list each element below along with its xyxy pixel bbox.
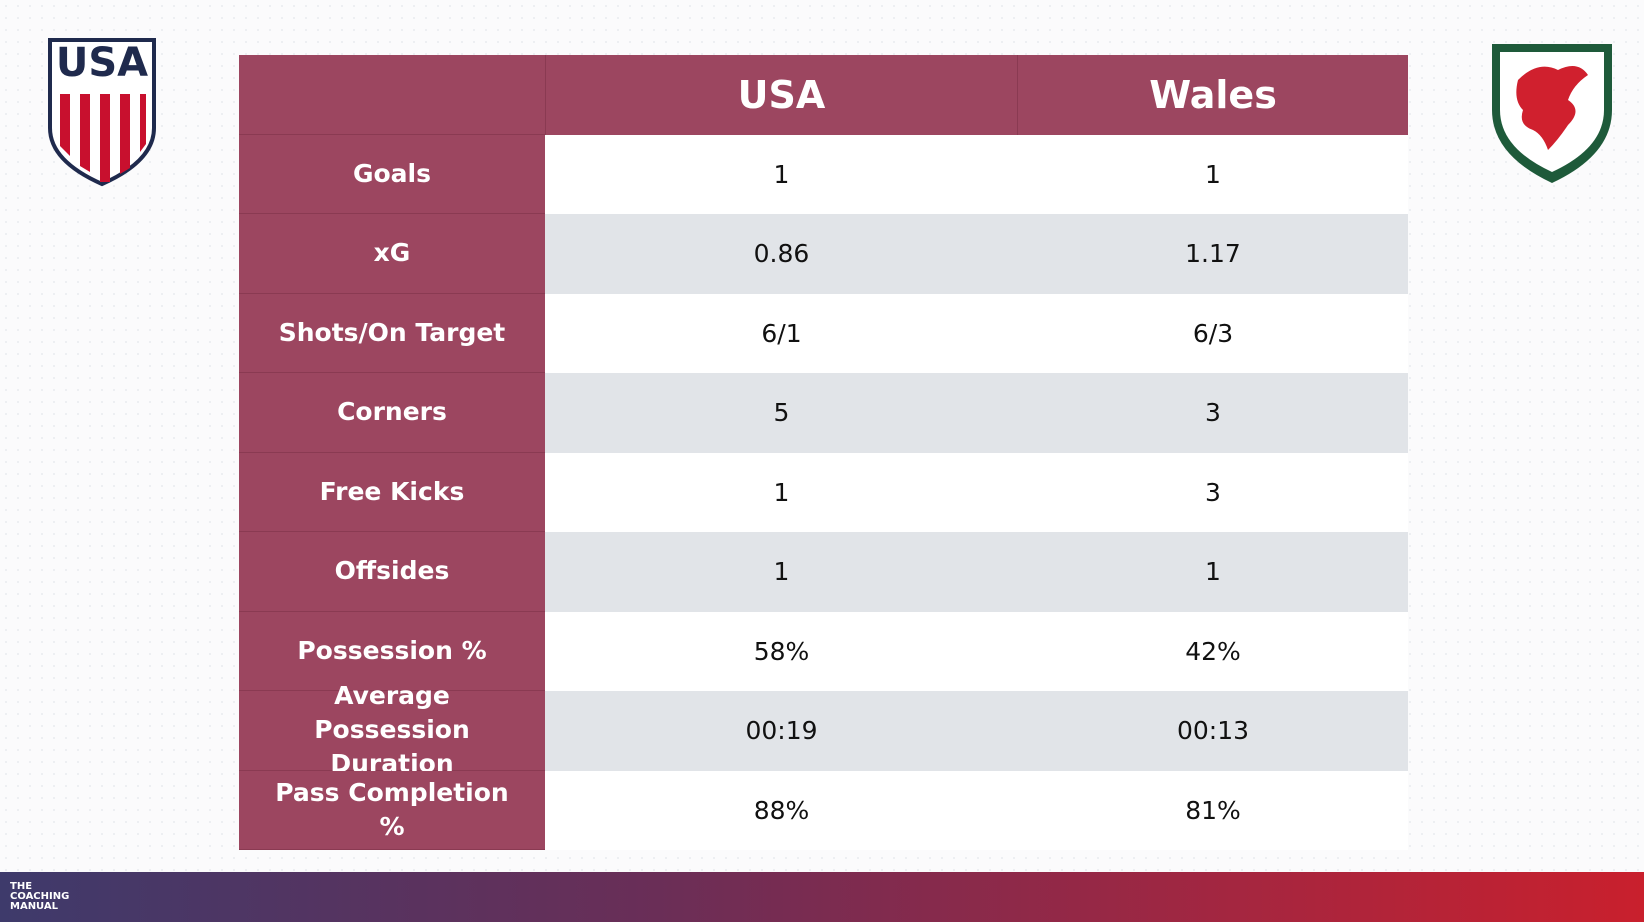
brand: THE COACHING MANUAL — [10, 882, 69, 912]
brand-line: COACHING — [10, 891, 70, 902]
table-row: Offsides 1 1 — [239, 532, 1408, 612]
stat-label: Free Kicks — [239, 452, 545, 532]
stat-label: Pass Completion % — [239, 770, 545, 850]
stat-label: xG — [239, 214, 545, 294]
stat-value: 1 — [545, 134, 1018, 214]
footer-bar: THE COACHING MANUAL — [0, 872, 1644, 922]
stats-table: USA Wales Goals 1 1 xG 0.86 1.17 Shots/On Target… — [239, 55, 1408, 850]
stat-value: 6/3 — [1018, 293, 1408, 373]
stat-value: 42% — [1018, 611, 1408, 691]
stat-value: 1 — [1018, 134, 1408, 214]
stat-label: Possession % — [239, 611, 545, 691]
brand-line: MANUAL — [10, 901, 58, 912]
table-row: Shots/On Target 6/1 6/3 — [239, 293, 1408, 373]
stat-value: 1 — [545, 452, 1018, 532]
team-header: USA — [545, 55, 1018, 135]
stat-label: Average Possession Duration — [239, 681, 545, 778]
table-row: Goals 1 1 — [239, 134, 1408, 214]
stat-value: 88% — [545, 770, 1018, 850]
table-row: Possession % 58% 42% — [239, 611, 1408, 691]
table-row: Free Kicks 1 3 — [239, 452, 1408, 532]
stat-value: 1 — [545, 532, 1018, 612]
stat-value: 3 — [1018, 452, 1408, 532]
team-header: Wales — [1018, 55, 1408, 135]
logo-text: USA — [56, 40, 148, 86]
table-row: Corners 5 3 — [239, 373, 1408, 453]
stat-label: Goals — [239, 134, 545, 214]
stat-label: Corners — [239, 373, 545, 453]
table-row: xG 0.86 1.17 — [239, 214, 1408, 294]
stat-value: 6/1 — [545, 293, 1018, 373]
stat-value: 1.17 — [1018, 214, 1408, 294]
stat-label: Offsides — [239, 532, 545, 612]
stat-value: 58% — [545, 611, 1018, 691]
wales-logo — [1492, 44, 1612, 183]
stat-value: 00:13 — [1018, 691, 1408, 771]
stat-value: 1 — [1018, 532, 1408, 612]
stat-value: 81% — [1018, 770, 1408, 850]
brand-line: THE — [10, 881, 33, 892]
stat-value: 5 — [545, 373, 1018, 453]
header-row: USA Wales — [239, 55, 1408, 135]
header-cell — [239, 55, 545, 135]
table-row: Average Possession Duration 00:19 00:13 — [239, 681, 1408, 778]
usa-logo: USA — [48, 38, 156, 186]
stat-value: 3 — [1018, 373, 1408, 453]
stat-value: 00:19 — [545, 691, 1018, 771]
stat-value: 0.86 — [545, 214, 1018, 294]
table-row: Pass Completion % 88% 81% — [239, 770, 1408, 850]
stat-label: Shots/On Target — [239, 293, 545, 373]
